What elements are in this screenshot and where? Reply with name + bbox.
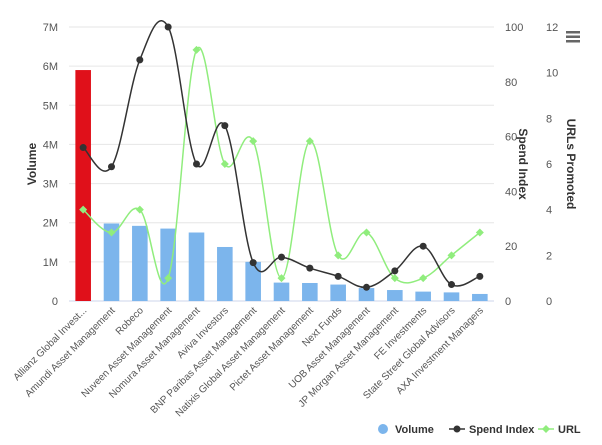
urls-axis-tick: 6 [546, 159, 552, 171]
urls-axis-tick: 2 [546, 250, 552, 262]
urls-axis-tick: 10 [546, 68, 558, 80]
volume-bar [103, 223, 120, 301]
urls-axis-tick: 8 [546, 113, 552, 125]
category-labels: Allianz Global Invest...Amundi Asset Man… [12, 305, 486, 419]
spend-index-axis-tick: 20 [505, 241, 517, 253]
spend-index-axis-title: Spend Index [516, 128, 530, 200]
volume-bar [132, 225, 148, 301]
url-point [447, 251, 456, 260]
legend-marker-circle [378, 424, 388, 434]
url-point [419, 274, 428, 283]
urls-axis-tick: 12 [546, 22, 558, 34]
spend-index-point [164, 23, 172, 31]
legend-item-url[interactable]: URL [538, 424, 581, 436]
url-point [220, 160, 229, 168]
spend-index-axis-tick: 60 [505, 132, 517, 144]
spend-index-point [363, 283, 370, 291]
volume-bar [415, 291, 431, 301]
spend-index-series-line [82, 19, 481, 289]
url-point [277, 274, 286, 283]
volume-axis-tick: 2M [43, 218, 58, 230]
url-point [475, 228, 484, 237]
urls-axis-tick: 0 [546, 296, 552, 308]
url-point [164, 274, 173, 283]
spend-index-point [79, 144, 87, 152]
volume-bar [358, 288, 375, 301]
spend-index-point [476, 272, 484, 280]
legend-marker-dot [453, 425, 461, 433]
spend-index-point [108, 163, 115, 171]
volume-bar [188, 232, 205, 301]
spend-index-point [249, 259, 257, 267]
volume-bar [75, 70, 91, 301]
spend-index-point [221, 122, 229, 130]
url-point [305, 137, 314, 146]
url-point [192, 45, 201, 54]
volume-axis-tick: 1M [43, 257, 58, 269]
urls-axis-tick: 4 [546, 205, 552, 217]
spend-index-point [391, 267, 399, 275]
volume-bar [273, 282, 290, 301]
volume-axis-tick: 7M [43, 22, 58, 34]
hamburger-menu-icon-bar [566, 31, 580, 34]
url-point [334, 251, 343, 260]
spend-index-axis-tick: 40 [505, 186, 517, 198]
legend-label: Spend Index [469, 424, 535, 436]
spend-index-point [419, 242, 427, 250]
volume-axis-tick: 5M [43, 100, 58, 112]
volume-axis-tick: 4M [43, 139, 58, 151]
volume-bar [245, 261, 261, 301]
volume-bar [330, 284, 346, 301]
volume-bar [302, 282, 318, 301]
volume-bar [472, 293, 488, 301]
volume-axis-tick: 3M [43, 179, 58, 191]
spend-index-axis-tick: 0 [505, 296, 511, 308]
urls-axis-title: URLs Promoted [564, 119, 578, 210]
volume-bar [443, 292, 460, 301]
hamburger-menu-icon-bar [566, 35, 580, 38]
legend-label: URL [558, 424, 581, 436]
legend-item-spend-index[interactable]: Spend Index [449, 424, 535, 436]
legend-label: Volume [395, 424, 434, 436]
spend-index-point [278, 253, 285, 261]
legend-marker-diamond [542, 425, 550, 433]
url-point [107, 228, 116, 237]
spend-index-point [136, 56, 144, 64]
hamburger-menu-icon[interactable] [560, 24, 586, 48]
spend-index-axis-tick: 80 [505, 77, 517, 89]
url-point [362, 228, 371, 237]
legend: Volume Spend Index URL [378, 424, 581, 436]
url-point [79, 205, 88, 214]
volume-bar [217, 246, 233, 301]
line-series [79, 19, 484, 291]
spend-index-point [448, 281, 455, 289]
volume-axis-tick: 6M [43, 61, 58, 73]
spend-index-point [306, 264, 314, 272]
spend-index-axis-tick: 100 [505, 22, 523, 34]
spend-index-point [193, 160, 200, 168]
url-point [135, 205, 144, 214]
url-point [390, 274, 399, 283]
volume-bars [75, 70, 488, 301]
volume-axis-title: Volume [25, 142, 39, 185]
volume-bar [387, 290, 403, 301]
volume-axis-tick: 0 [52, 296, 58, 308]
hamburger-menu-icon-bar [566, 40, 580, 43]
legend-item-volume[interactable]: Volume [378, 424, 434, 436]
volume-bar [160, 228, 176, 301]
url-point [249, 137, 258, 146]
spend-index-point [334, 272, 342, 280]
